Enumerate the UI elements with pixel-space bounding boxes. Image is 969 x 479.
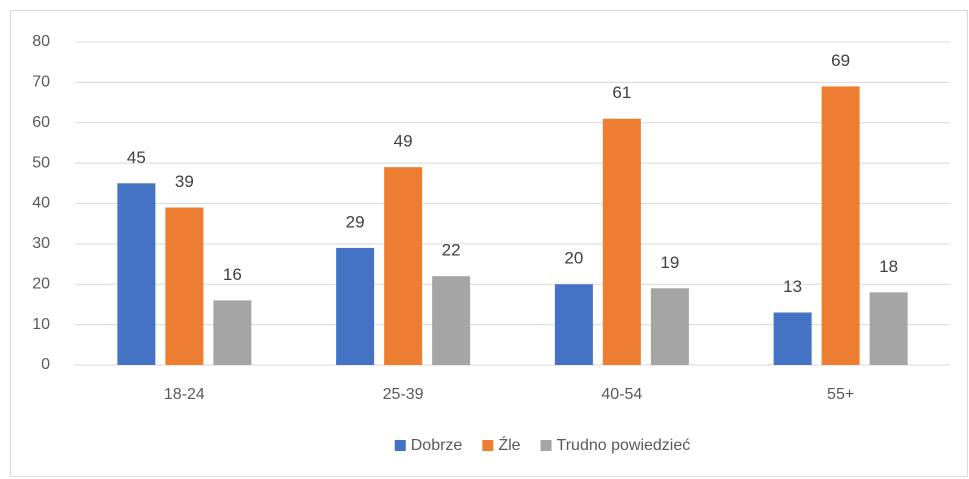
data-label: 13 bbox=[783, 277, 802, 296]
y-tick-label: 80 bbox=[32, 33, 50, 50]
x-tick-label: 40-54 bbox=[601, 386, 642, 403]
data-label: 39 bbox=[175, 172, 194, 191]
data-label: 45 bbox=[127, 148, 146, 167]
x-tick-label: 18-24 bbox=[164, 386, 205, 403]
bar bbox=[602, 118, 641, 366]
bar bbox=[165, 207, 204, 365]
x-tick-label: 55+ bbox=[827, 386, 854, 403]
data-label: 49 bbox=[394, 132, 413, 151]
y-tick-label: 60 bbox=[32, 114, 50, 131]
data-label: 20 bbox=[564, 249, 583, 268]
data-label: 29 bbox=[346, 212, 365, 231]
data-label: 61 bbox=[612, 83, 631, 102]
bar bbox=[117, 183, 156, 365]
bar bbox=[384, 167, 423, 365]
y-tick-label: 40 bbox=[32, 195, 50, 212]
x-tick-label: 25-39 bbox=[383, 386, 424, 403]
legend-swatch bbox=[482, 440, 494, 451]
data-label: 19 bbox=[660, 253, 679, 272]
bar bbox=[650, 288, 689, 365]
bar bbox=[213, 300, 252, 365]
y-tick-label: 30 bbox=[32, 235, 50, 252]
data-label: 16 bbox=[223, 265, 242, 284]
data-label: 22 bbox=[442, 241, 461, 260]
y-tick-label: 20 bbox=[32, 275, 50, 292]
bar bbox=[336, 247, 375, 365]
bar bbox=[432, 276, 471, 365]
y-tick-label: 10 bbox=[32, 316, 50, 333]
data-label: 18 bbox=[879, 257, 898, 276]
bar bbox=[869, 292, 908, 365]
legend-swatch bbox=[394, 440, 406, 451]
data-label: 69 bbox=[831, 51, 850, 70]
legend-swatch bbox=[540, 440, 552, 451]
y-tick-label: 50 bbox=[32, 154, 50, 171]
legend-label: Źle bbox=[498, 435, 520, 454]
bar bbox=[821, 86, 860, 365]
legend-label: Trudno powiedzieć bbox=[557, 437, 691, 454]
bar bbox=[773, 312, 812, 365]
legend-label: Dobrze bbox=[411, 437, 463, 454]
y-tick-label: 0 bbox=[41, 356, 50, 373]
bar bbox=[554, 284, 593, 365]
y-tick-label: 70 bbox=[32, 74, 50, 91]
